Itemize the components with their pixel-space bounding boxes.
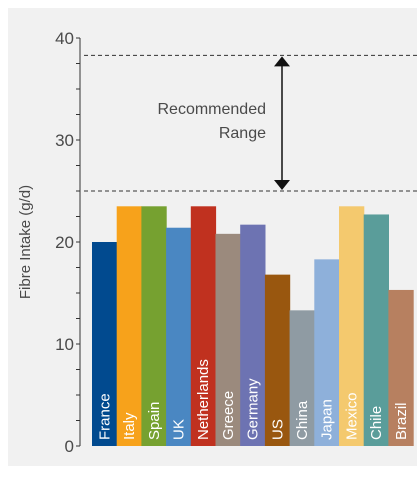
range-arrow-head-down — [274, 180, 290, 190]
bar-label-chile: Chile — [368, 406, 385, 440]
bar-label-brazil: Brazil — [393, 402, 410, 440]
y-tick-label: 20 — [55, 233, 74, 252]
bar-label-netherlands: Netherlands — [195, 359, 212, 440]
bar-spain — [141, 206, 167, 446]
range-arrow-head-up — [274, 56, 290, 67]
y-tick-label: 10 — [55, 335, 74, 354]
y-tick-label: 30 — [55, 131, 74, 150]
bar-china — [289, 310, 315, 446]
bar-label-italy: Italy — [121, 412, 138, 440]
bar-italy — [116, 206, 142, 446]
bar-label-uk: UK — [170, 419, 187, 440]
bar-chile — [363, 214, 389, 446]
y-tick-label: 0 — [65, 437, 74, 456]
bar-label-france: France — [96, 393, 113, 440]
reference-lines — [84, 54, 417, 192]
bar-japan — [314, 259, 340, 446]
bar-france — [92, 242, 118, 446]
bar-netherlands — [190, 206, 217, 446]
bar-greece — [215, 233, 241, 446]
bar-mexico — [339, 206, 365, 446]
bar-uk — [166, 227, 192, 446]
bar-label-us: US — [269, 419, 286, 440]
annotation-text: Range — [219, 125, 266, 142]
bar-label-spain: Spain — [146, 402, 163, 440]
bar-label-germany: Germany — [245, 378, 262, 440]
bars: France Italy Spain UK Netherlands Greece Germa… — [92, 206, 414, 446]
recommended-range-annotation: Recommended Range — [158, 56, 290, 190]
chart-panel: 0 10 20 30 40 Fibre Intake (g/d) France Italy S… — [8, 8, 417, 466]
y-axis-label: Fibre Intake (g/d) — [17, 185, 34, 299]
bar-us — [264, 274, 291, 446]
bar-germany — [240, 224, 266, 446]
bar-label-mexico: Mexico — [343, 392, 360, 440]
bar-label-china: China — [294, 400, 311, 440]
bar-brazil — [388, 289, 414, 446]
fibre-intake-chart: 0 10 20 30 40 Fibre Intake (g/d) France Italy S… — [17, 29, 417, 456]
y-tick-label: 40 — [55, 29, 74, 48]
bar-label-greece: Greece — [220, 391, 237, 440]
annotation-text: Recommended — [158, 101, 267, 118]
axes: 0 10 20 30 40 Fibre Intake (g/d) — [17, 29, 81, 456]
bar-label-japan: Japan — [319, 399, 336, 440]
